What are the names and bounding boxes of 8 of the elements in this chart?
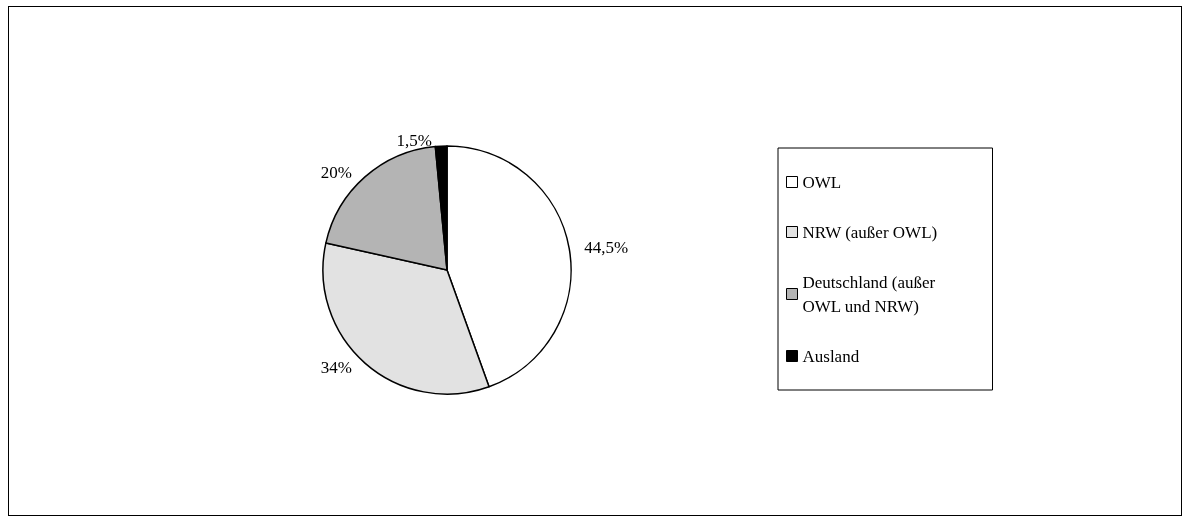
legend-label: NRW (außer OWL) <box>802 222 938 242</box>
legend-label: Deutschland (außer OWL und NRW) <box>802 272 940 316</box>
data-label: 44,5% <box>584 238 629 258</box>
data-label: 34% <box>320 358 352 378</box>
legend-label: OWL <box>802 172 842 192</box>
data-label: 1,5% <box>396 130 432 150</box>
legend-label: Ausland <box>802 346 860 366</box>
data-label: 20% <box>320 162 352 182</box>
